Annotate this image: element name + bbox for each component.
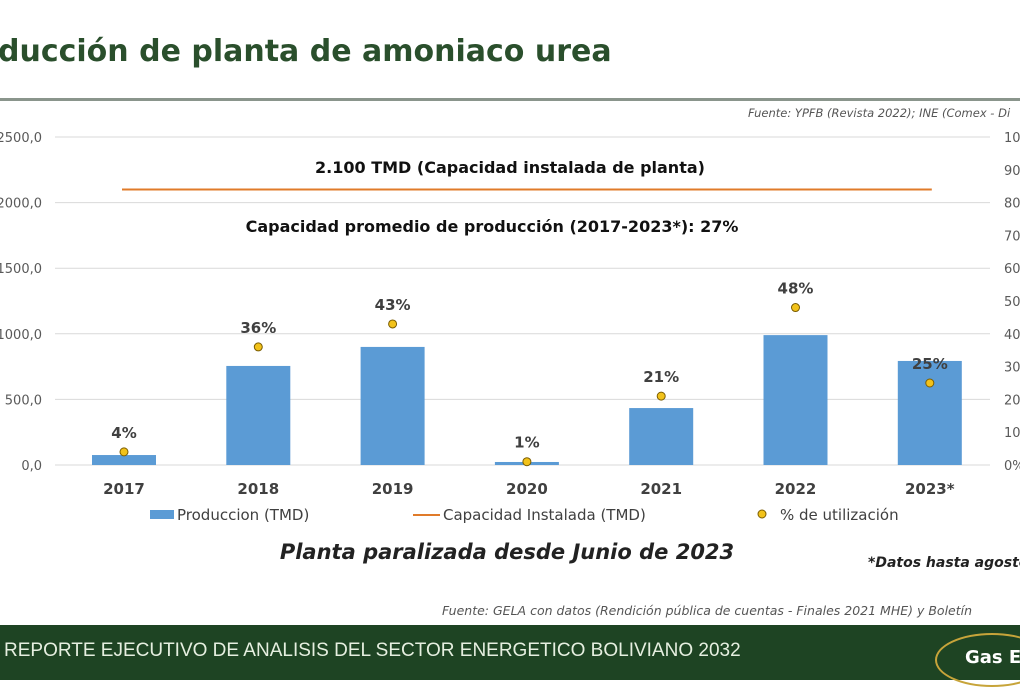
legend-line-label: Capacidad Instalada (TMD) bbox=[443, 506, 646, 524]
gas-logo: Gas E bbox=[935, 633, 1020, 687]
legend-bar-swatch bbox=[150, 510, 174, 519]
utilization-point bbox=[925, 378, 935, 388]
subtitle-text: Planta paralizada desde Junio de 2023 bbox=[279, 540, 735, 564]
left-tick-label: 0,0 bbox=[21, 459, 42, 474]
utilization-label: 36% bbox=[240, 319, 276, 337]
x-tick-label: 2022 bbox=[775, 480, 817, 498]
x-tick-label: 2017 bbox=[103, 480, 145, 498]
page-title: ducción de planta de amoniaco urea bbox=[0, 34, 612, 69]
utilization-point bbox=[253, 342, 263, 352]
left-tick-label: 1000,0 bbox=[0, 328, 42, 343]
bar-2017 bbox=[92, 455, 156, 465]
footer-bar: REPORTE EJECUTIVO DE ANALISIS DEL SECTOR… bbox=[0, 625, 1020, 687]
average-annotation: Capacidad promedio de producción (2017-2… bbox=[246, 217, 739, 236]
chart-subtitle: Planta paralizada desde Junio de 2023 bbox=[0, 540, 1020, 564]
right-tick-label: 30% bbox=[1004, 361, 1020, 376]
utilization-label: 1% bbox=[514, 434, 539, 452]
left-tick-label: 1500,0 bbox=[0, 262, 42, 277]
bar-2022 bbox=[763, 335, 828, 465]
utilization-label: 25% bbox=[912, 355, 948, 373]
left-tick-label: 2500,0 bbox=[0, 131, 42, 146]
right-tick-label: 90% bbox=[1004, 164, 1020, 179]
bar-2023* bbox=[897, 360, 962, 465]
right-tick-label: 100% bbox=[1004, 131, 1020, 146]
left-tick-label: 500,0 bbox=[5, 393, 42, 408]
footer-text: REPORTE EJECUTIVO DE ANALISIS DEL SECTOR… bbox=[4, 640, 741, 661]
title-divider bbox=[0, 98, 1020, 101]
bar-2021 bbox=[629, 408, 694, 465]
right-tick-label: 60% bbox=[1004, 262, 1020, 277]
legend-point-swatch bbox=[757, 509, 767, 519]
utilization-point bbox=[119, 447, 129, 457]
logo-text: Gas E bbox=[965, 647, 1020, 668]
chart: 0,0 500,0 1000,0 1500,0 2000,0 2500,0 0% 10% 20%… bbox=[0, 131, 1020, 524]
utilization-point bbox=[656, 391, 666, 401]
x-tick-label: 2023* bbox=[905, 480, 955, 498]
capacity-annotation: 2.100 TMD (Capacidad instalada de planta… bbox=[315, 158, 705, 177]
legend-point-label: % de utilización bbox=[780, 506, 899, 524]
right-tick-label: 40% bbox=[1004, 328, 1020, 343]
data-note: *Datos hasta agosto bbox=[868, 555, 1020, 571]
x-tick-label: 2020 bbox=[506, 480, 548, 498]
utilization-label: 48% bbox=[778, 280, 814, 298]
bar-2018 bbox=[226, 365, 291, 465]
left-tick-label: 2000,0 bbox=[0, 197, 42, 212]
x-tick-label: 2018 bbox=[237, 480, 279, 498]
utilization-label: 21% bbox=[643, 368, 679, 386]
legend-bar-label: Produccion (TMD) bbox=[177, 506, 309, 524]
x-tick-label: 2021 bbox=[640, 480, 682, 498]
source-top: Fuente: YPFB (Revista 2022); INE (Comex … bbox=[748, 106, 1011, 120]
utilization-label: 43% bbox=[375, 296, 411, 314]
utilization-label: 4% bbox=[111, 424, 136, 442]
bar-2019 bbox=[360, 346, 425, 465]
utilization-point bbox=[791, 303, 800, 313]
right-tick-label: 20% bbox=[1004, 393, 1020, 408]
utilization-point bbox=[522, 457, 532, 467]
x-tick-label: 2019 bbox=[372, 480, 414, 498]
right-tick-label: 70% bbox=[1004, 229, 1020, 244]
right-tick-label: 0% bbox=[1004, 459, 1020, 474]
source-bottom: Fuente: GELA con datos (Rendición públic… bbox=[442, 603, 973, 618]
right-tick-label: 80% bbox=[1004, 197, 1020, 212]
utilization-point bbox=[388, 319, 398, 329]
right-tick-label: 50% bbox=[1004, 295, 1020, 310]
right-tick-label: 10% bbox=[1004, 426, 1020, 441]
